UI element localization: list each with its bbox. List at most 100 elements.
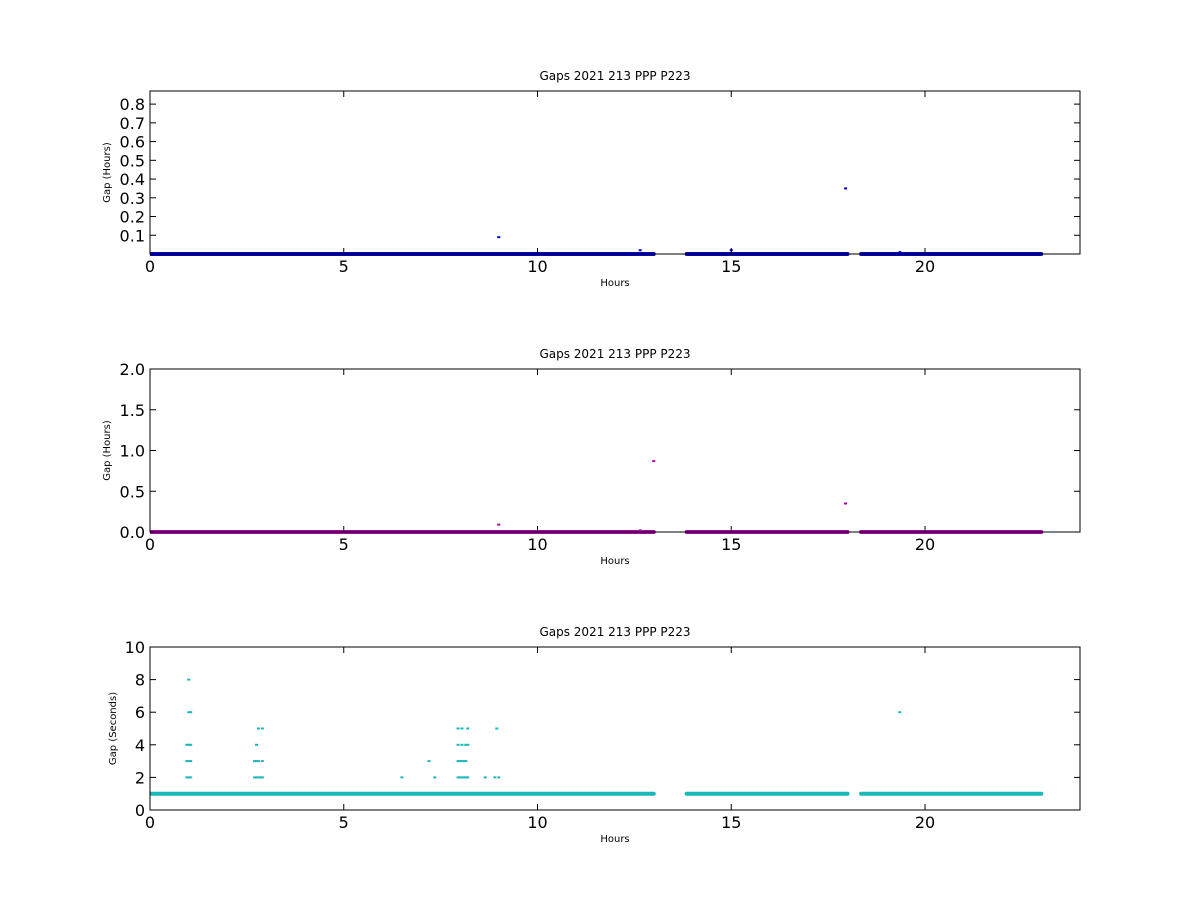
data-point xyxy=(497,523,501,526)
data-point xyxy=(257,760,260,763)
data-point xyxy=(185,743,189,746)
y-tick-label: 10 xyxy=(125,638,145,657)
data-layer xyxy=(150,187,1044,256)
data-point xyxy=(187,711,191,714)
data-point xyxy=(260,776,264,779)
data-point xyxy=(253,776,257,779)
data-point xyxy=(257,776,260,779)
x-tick-label: 10 xyxy=(527,813,547,832)
data-point xyxy=(898,251,902,254)
y-axis-label: Gap (Hours) xyxy=(102,142,113,203)
y-tick-label: 0 xyxy=(135,801,145,820)
y-axis-label: Gap (Hours) xyxy=(102,420,113,481)
y-tick-label: 0.5 xyxy=(120,482,145,501)
x-tick-label: 15 xyxy=(721,535,741,554)
data-point xyxy=(185,760,189,763)
data-point xyxy=(497,236,501,239)
data-point xyxy=(260,760,264,763)
data-layer xyxy=(150,460,1044,534)
y-tick-label: 6 xyxy=(135,703,145,722)
data-point xyxy=(187,760,191,763)
data-point xyxy=(258,776,262,779)
y-tick-label: 4 xyxy=(135,736,145,755)
data-point xyxy=(260,727,264,730)
data-point xyxy=(466,743,470,746)
plot-frame xyxy=(149,368,1081,533)
data-point xyxy=(898,711,902,714)
data-point xyxy=(189,760,193,763)
chart-title: Gaps 2021 213 PPP P223 xyxy=(539,625,690,639)
data-point xyxy=(187,678,191,681)
data-point xyxy=(400,776,404,779)
y-tick-label: 0.0 xyxy=(120,523,145,542)
data-point xyxy=(638,529,642,532)
data-point xyxy=(189,711,193,714)
y-tick-label: 0.6 xyxy=(120,133,145,152)
y-tick-label: 0.7 xyxy=(120,114,145,133)
data-point xyxy=(458,760,462,763)
x-tick-label: 20 xyxy=(915,813,935,832)
data-point xyxy=(460,727,464,730)
chart-title: Gaps 2021 213 PPP P223 xyxy=(539,347,690,361)
panel-3: Gaps 2021 213 PPP P223 0 5 10 15 20 0 2 4 6 8 10 Hou… xyxy=(108,625,1081,845)
x-tick-label: 0 xyxy=(145,535,155,554)
x-tick-label: 15 xyxy=(721,813,741,832)
y-tick-label: 0.8 xyxy=(120,95,145,114)
y-tick-label: 0.4 xyxy=(120,170,145,189)
data-point xyxy=(185,776,189,779)
x-axis-label: Hours xyxy=(600,556,629,567)
y-tick-label: 8 xyxy=(135,671,145,690)
data-point xyxy=(189,776,193,779)
y-tick-label: 0.2 xyxy=(120,208,145,227)
x-tick-label: 0 xyxy=(145,257,155,276)
data-point xyxy=(189,743,193,746)
data-point xyxy=(497,776,501,779)
plot-frame xyxy=(149,90,1081,255)
data-point xyxy=(483,776,487,779)
data-point xyxy=(255,760,259,763)
y-tick-label: 0.1 xyxy=(120,226,145,245)
data-point xyxy=(464,776,468,779)
data-point xyxy=(462,776,466,779)
y-tick-label: 1.0 xyxy=(120,442,145,461)
x-axis-label: Hours xyxy=(600,278,629,289)
data-point xyxy=(257,727,260,730)
data-point xyxy=(464,743,468,746)
y-axis-label: Gap (Seconds) xyxy=(108,692,119,765)
data-point xyxy=(187,743,191,746)
x-tick-label: 5 xyxy=(339,257,349,276)
x-tick-label: 5 xyxy=(339,535,349,554)
data-point xyxy=(460,743,464,746)
data-point xyxy=(433,776,437,779)
x-tick-label: 10 xyxy=(527,535,547,554)
y-tick-label: 2.0 xyxy=(120,360,145,379)
x-axis-label: Hours xyxy=(600,834,629,845)
data-point xyxy=(460,776,464,779)
x-tick-label: 20 xyxy=(915,257,935,276)
x-tick-label: 20 xyxy=(915,535,935,554)
x-tick-label: 15 xyxy=(721,257,741,276)
data-point xyxy=(456,776,460,779)
data-point xyxy=(844,187,848,190)
data-point xyxy=(187,776,191,779)
x-tick-label: 5 xyxy=(339,813,349,832)
y-tick-label: 0.3 xyxy=(120,189,145,208)
data-point xyxy=(253,760,257,763)
data-point xyxy=(456,743,460,746)
y-tick-label: 0.5 xyxy=(120,151,145,170)
data-layer xyxy=(150,678,1044,796)
x-tick-label: 0 xyxy=(145,813,155,832)
data-point xyxy=(844,502,848,505)
data-point xyxy=(464,760,468,763)
data-point xyxy=(493,776,497,779)
x-tick-label: 10 xyxy=(527,257,547,276)
data-point xyxy=(466,776,470,779)
data-point xyxy=(255,776,259,779)
plot-frame xyxy=(149,646,1081,811)
y-tick-label: 1.5 xyxy=(120,401,145,420)
data-point xyxy=(427,760,431,763)
data-point xyxy=(652,460,656,463)
